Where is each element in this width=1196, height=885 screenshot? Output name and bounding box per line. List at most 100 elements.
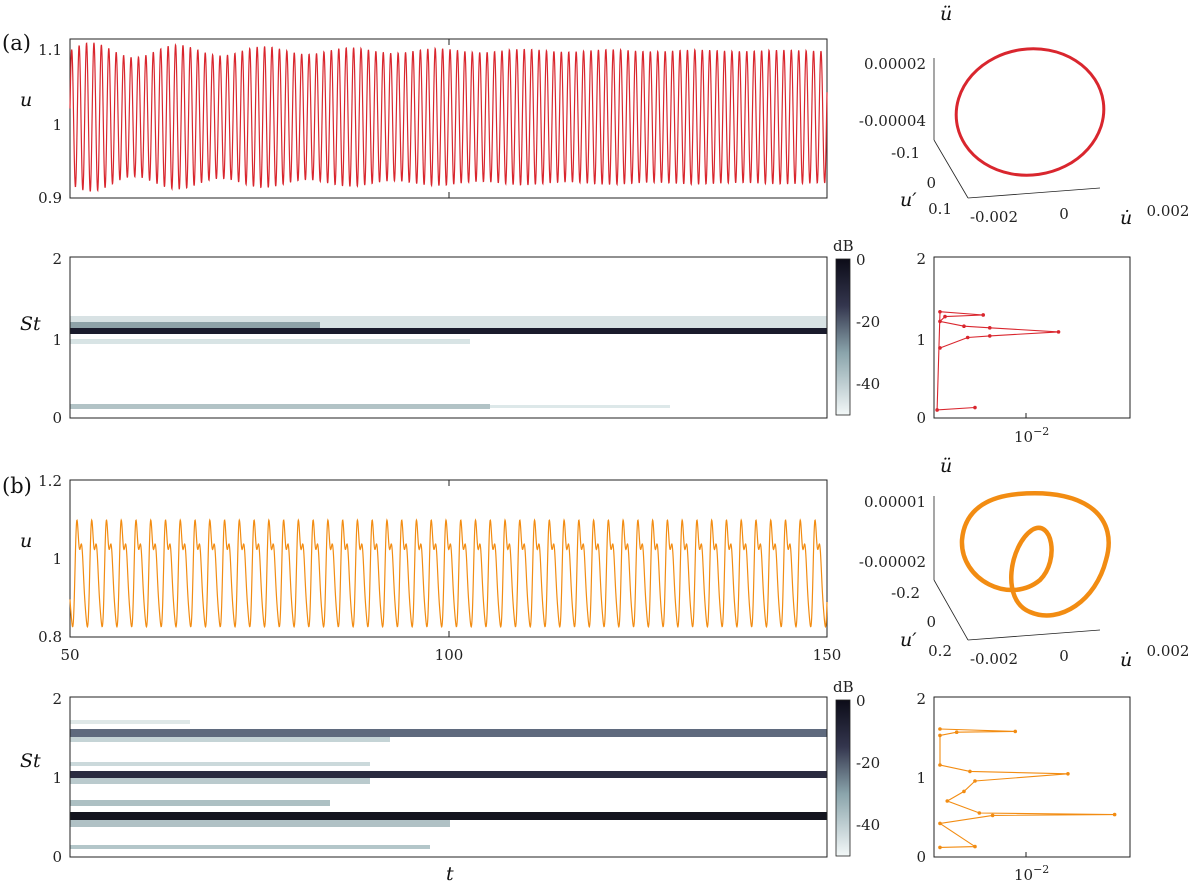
b-phase-orbit — [959, 491, 1111, 618]
b-sp-ytick: 1 — [916, 769, 926, 787]
b-spectrogram: 2 1 0 St t dB 0 -20 -40 — [20, 678, 880, 885]
spectrum-point — [987, 334, 992, 338]
a-spectrum: 2 1 0 10−2 — [916, 250, 1131, 446]
spectrum-point — [973, 405, 977, 410]
a-spec-band-sub — [70, 322, 320, 328]
spectrum-point — [938, 346, 942, 350]
spectrum-point — [968, 769, 972, 774]
a-spec-band-low-fade — [490, 405, 670, 408]
b-spec-band-110 — [70, 762, 370, 766]
a-colorbar-tick: -20 — [856, 313, 880, 331]
spectrum-point — [962, 324, 966, 329]
a-phase-ztick: 0.00002 — [864, 55, 926, 73]
spectrum-point — [938, 319, 942, 324]
a-phase-ztick: -0.00004 — [859, 112, 926, 130]
spectrum-point — [938, 845, 942, 850]
b-spec-band-157 — [70, 729, 827, 737]
a-spec-ytick: 0 — [52, 409, 62, 427]
b-sp-ytick: 0 — [916, 848, 926, 866]
a-sp-ytick: 0 — [916, 409, 926, 427]
spectrum-point — [938, 763, 942, 767]
a-phase-ylabel: u′ — [900, 189, 917, 211]
b-spec-ylabel: St — [20, 750, 41, 772]
a-timeseries: 1.1 1 0.9 u — [20, 38, 828, 207]
panel-label-b: (b) — [2, 474, 32, 498]
a-ts-ytick: 1.1 — [38, 41, 62, 59]
spectrum-point — [977, 811, 982, 815]
spectrum-point — [954, 730, 959, 734]
b-sp-ytick: 2 — [916, 690, 926, 708]
b-ts-xtick: 100 — [435, 646, 464, 664]
spectrum-point — [938, 821, 942, 826]
spectrum-point — [1056, 330, 1061, 334]
a-phase-xtick: 0 — [1059, 205, 1069, 223]
b-phase-zlabel: ü — [940, 455, 952, 477]
spectrum-point — [965, 335, 970, 340]
b-spectrum-line — [938, 728, 1115, 848]
a-sp-xtick: 10−2 — [1014, 425, 1049, 446]
b-ts-ytick: 1.2 — [38, 472, 62, 490]
b-spectrum: 2 1 0 10−2 — [916, 690, 1131, 884]
b-phase-ytick: 0.2 — [928, 642, 952, 660]
b-spec-ytick: 2 — [52, 690, 62, 708]
b-ts-ylabel: u — [20, 530, 32, 552]
a-spec-band-main — [70, 328, 827, 334]
b-spec-ytick: 1 — [52, 769, 62, 787]
b-spectrum-points — [938, 727, 1117, 850]
spectrum-point — [973, 779, 977, 783]
b-phase-xtick: 0 — [1059, 647, 1069, 665]
b-phase-ytick: -0.2 — [891, 584, 920, 602]
b-phase-ytick: 0 — [926, 613, 936, 631]
spectrum-point — [973, 844, 977, 849]
a-phase-xtick: 0.002 — [1147, 202, 1190, 220]
a-spectrum-points — [935, 309, 1061, 412]
b-spec-band-062 — [70, 800, 330, 806]
b-phase-xtick: 0.002 — [1147, 642, 1190, 660]
a-sp-ytick: 2 — [916, 250, 926, 268]
b-phase-xlabel: u̇ — [1120, 649, 1132, 671]
a-sp-ytick: 1 — [916, 331, 926, 349]
spectrum-point — [1066, 772, 1070, 776]
a-colorbar-tick: 0 — [856, 251, 866, 269]
a-spec-ylabel: St — [20, 313, 41, 335]
b-spec-band-103 — [70, 771, 827, 778]
a-phase-ytick: 0 — [926, 174, 936, 192]
b-colorbar-tick: -20 — [856, 754, 880, 772]
spectrum-point — [938, 309, 942, 314]
b-spec-band-052 — [70, 812, 827, 820]
spectrum-point — [1013, 729, 1018, 734]
a-phase-xtick: -0.002 — [970, 208, 1018, 226]
a-timeseries-line — [69, 42, 828, 193]
b-phase-xtick: -0.002 — [970, 650, 1018, 668]
b-phase-ylabel: u′ — [900, 629, 917, 651]
a-spectrum-line — [936, 311, 1059, 411]
a-phase-xlabel: u̇ — [1120, 207, 1132, 229]
b-spec-band-100-lo — [70, 778, 370, 784]
spectrum-point — [938, 727, 942, 731]
b-ts-xtick: 50 — [60, 646, 79, 664]
spectrum-point — [1112, 812, 1117, 817]
spectrum-point — [987, 326, 992, 330]
a-phase-ytick: -0.1 — [891, 144, 920, 162]
a-spec-ytick: 2 — [52, 250, 62, 268]
spectrum-point — [945, 799, 950, 803]
a-spec-band-low — [70, 404, 490, 409]
spectrum-point — [938, 733, 942, 738]
b-phase-ztick: 0.00001 — [864, 493, 926, 511]
a-ts-ytick: 1 — [52, 116, 62, 134]
spectrum-point — [935, 408, 939, 412]
b-timeseries-line — [69, 518, 828, 629]
panel-label-a: (a) — [2, 31, 31, 55]
b-sp-xtick: 10−2 — [1014, 863, 1049, 884]
a-colorbar — [835, 258, 851, 416]
b-spec-band-013 — [70, 845, 430, 849]
a-colorbar-label: dB — [833, 237, 854, 255]
b-colorbar — [835, 699, 851, 857]
a-phase-orbit — [954, 47, 1106, 177]
a-spec-ytick: 1 — [52, 331, 62, 349]
a-colorbar-tick: -40 — [856, 375, 880, 393]
a-phase-zlabel: ü — [940, 3, 952, 25]
b-phase: ü 0.00001 -0.00002 -0.2 0 0.2 u′ -0.002 … — [859, 455, 1190, 671]
a-spec-band-lower — [70, 339, 470, 344]
